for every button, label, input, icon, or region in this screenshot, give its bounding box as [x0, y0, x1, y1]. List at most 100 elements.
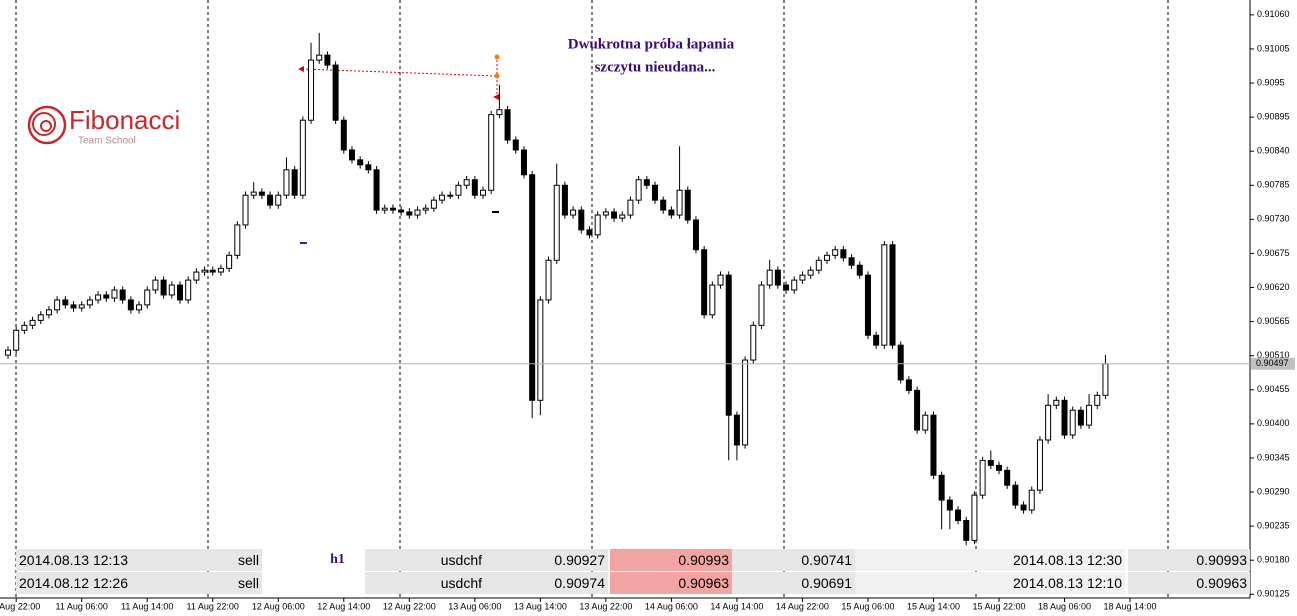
- candle-body: [529, 174, 536, 401]
- candle-body: [1102, 363, 1109, 396]
- candle-body: [627, 199, 634, 216]
- candle-body: [160, 279, 167, 296]
- y-tick-label: 0.90620: [1257, 282, 1290, 292]
- candle-body: [914, 389, 921, 431]
- candle-body: [250, 191, 257, 196]
- symbol: usdchf: [365, 549, 485, 571]
- candle-body: [995, 464, 1002, 471]
- candle-body: [37, 314, 44, 321]
- candle-body: [750, 324, 757, 361]
- candle-body: [54, 299, 61, 311]
- candle-body: [783, 284, 790, 291]
- close-time: 2014.08.13 12:10: [855, 572, 1125, 594]
- x-tick-label: 15 Aug 22:00: [972, 601, 1025, 611]
- y-tick-label: 0.90290: [1257, 486, 1290, 496]
- x-tick-label: 13 Aug 22:00: [579, 601, 632, 611]
- close-time: 2014.08.13 12:30: [855, 549, 1125, 571]
- y-tick-label: 0.91005: [1257, 43, 1290, 53]
- x-tick-label: 15 Aug 14:00: [907, 601, 960, 611]
- trade-arrow: [493, 94, 499, 100]
- candle-body: [1020, 504, 1027, 511]
- candle-body: [725, 274, 732, 416]
- candle-body: [381, 207, 388, 211]
- candle-body: [586, 229, 593, 236]
- candle-body: [1012, 484, 1019, 506]
- open-price: 0.90927: [485, 549, 608, 571]
- candle-body: [365, 164, 372, 171]
- y-tick-label: 0.90895: [1257, 111, 1290, 121]
- candle-body: [660, 199, 667, 211]
- candle-body: [848, 257, 855, 266]
- candle-body: [832, 249, 839, 256]
- candle-body: [86, 299, 93, 306]
- candle-body: [758, 284, 765, 326]
- candle-body: [324, 54, 331, 66]
- candle-body: [938, 474, 945, 501]
- x-tick-label: 14 Aug 06:00: [645, 601, 698, 611]
- logo-spiral: [40, 120, 52, 132]
- candle-body: [611, 211, 618, 219]
- candle-body: [774, 269, 781, 286]
- candle-body: [864, 274, 871, 336]
- logo-spiral: [32, 112, 56, 136]
- candle-body: [1086, 404, 1093, 426]
- x-tick-label: 18 Aug 06:00: [1038, 601, 1091, 611]
- candle-body: [496, 109, 503, 116]
- candle-body: [742, 359, 749, 446]
- x-tick-label: 15 Aug 06:00: [841, 601, 894, 611]
- candle-body: [684, 189, 691, 221]
- trade-arrow: [298, 66, 304, 72]
- x-tick-label: 12 Aug 06:00: [252, 601, 305, 611]
- candle-body: [840, 249, 847, 259]
- candle-body: [78, 304, 85, 309]
- candle-body: [332, 64, 339, 121]
- candle-body: [430, 199, 437, 209]
- candle-body: [1045, 404, 1052, 441]
- logo-spiral: [27, 105, 67, 145]
- candle-body: [422, 207, 429, 211]
- candle-body: [119, 289, 126, 301]
- y-tick-label: 0.90400: [1257, 418, 1290, 428]
- candle-body: [652, 184, 659, 201]
- candle-body: [791, 279, 798, 291]
- candle-body: [455, 184, 462, 196]
- take-profit: 0.90691: [732, 572, 855, 594]
- candle-body: [635, 179, 642, 201]
- candle-body: [987, 459, 994, 466]
- candle-body: [668, 209, 675, 216]
- candle-body: [168, 284, 175, 296]
- candle-body: [1094, 394, 1101, 406]
- candle-body: [824, 254, 830, 261]
- stop-loss: 0.90993: [610, 549, 732, 571]
- logo: Fibonacci Team School: [27, 105, 180, 147]
- candle-body: [856, 264, 863, 276]
- take-profit: 0.90741: [732, 549, 855, 571]
- y-tick-label: 0.90235: [1257, 520, 1290, 530]
- candle-body: [5, 349, 11, 356]
- y-tick-label: 0.90840: [1257, 146, 1290, 156]
- candle-body: [1077, 409, 1084, 426]
- candle-body: [520, 149, 527, 176]
- y-tick-label: 0.90675: [1257, 248, 1290, 258]
- candle-body: [209, 269, 216, 273]
- logo-tagline: Team School: [78, 136, 136, 147]
- x-tick-label: 11 Aug 06:00: [56, 601, 108, 611]
- x-tick-label: 11 Aug 22:00: [187, 601, 239, 611]
- y-tick-label: 0.90565: [1257, 316, 1290, 326]
- candle-body: [13, 329, 20, 351]
- candle-body: [594, 214, 601, 236]
- candle-body: [144, 289, 151, 306]
- candle-body: [389, 207, 396, 211]
- candle-body: [545, 259, 552, 301]
- candle-body: [815, 259, 822, 271]
- x-tick-label: 12 Aug 14:00: [317, 601, 370, 611]
- x-tick-label: 14 Aug 14:00: [710, 601, 763, 611]
- candle-body: [201, 269, 208, 273]
- candle-body: [512, 139, 519, 151]
- candle-body: [1069, 409, 1076, 436]
- order-type: sell: [208, 572, 262, 594]
- y-tick-label: 0.90785: [1257, 180, 1290, 190]
